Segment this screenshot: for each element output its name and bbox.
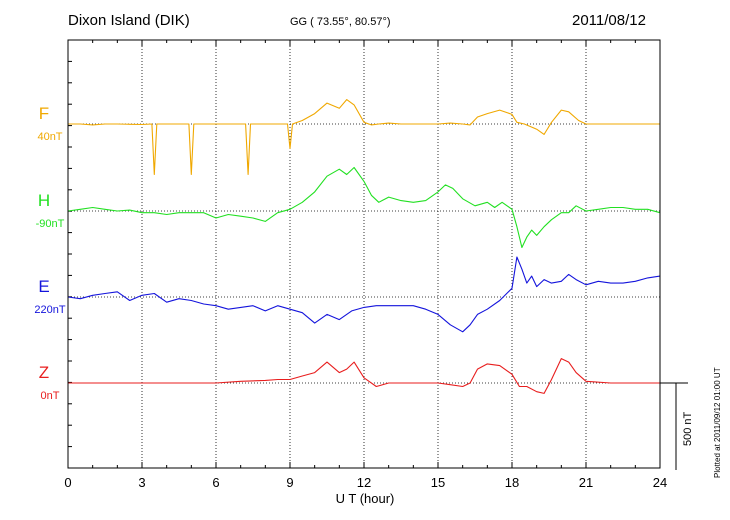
x-axis-ticks: 0 3 6 9 12 15 18 21 24 xyxy=(64,40,667,490)
channel-letter-Z: Z xyxy=(39,363,49,382)
scale-bar-label: 500 nT xyxy=(682,411,694,446)
x-tick-label-9: 9 xyxy=(286,475,293,490)
x-tick-label-15: 15 xyxy=(431,475,445,490)
x-tick-label-0: 0 xyxy=(64,475,71,490)
series-line-E xyxy=(67,256,661,333)
channel-labels: F 40nT H -90nT E 220nT Z 0nT xyxy=(34,104,65,402)
geographic-coordinates: GG ( 73.55°, 80.57°) xyxy=(290,16,391,28)
channel-letter-F: F xyxy=(39,104,49,123)
x-tick-label-6: 6 xyxy=(212,475,219,490)
x-axis-label: U T (hour) xyxy=(336,491,395,506)
series-line-F xyxy=(68,99,660,176)
channel-letter-E: E xyxy=(38,277,49,296)
x-tick-label-12: 12 xyxy=(357,475,371,490)
x-tick-label-3: 3 xyxy=(138,475,145,490)
series-line-Z xyxy=(68,358,660,394)
series-line-H xyxy=(67,166,661,249)
grid-lines xyxy=(68,39,587,469)
channel-baseline-label-H: -90nT xyxy=(36,218,65,230)
x-tick-label-18: 18 xyxy=(505,475,519,490)
x-tick-label-24: 24 xyxy=(653,475,667,490)
series-lines xyxy=(67,99,661,394)
channel-baseline-label-F: 40nT xyxy=(37,131,62,143)
channel-baseline-label-Z: 0nT xyxy=(41,390,60,402)
station-title: Dixon Island (DIK) xyxy=(68,12,190,29)
channel-letter-H: H xyxy=(38,191,50,210)
x-tick-label-21: 21 xyxy=(579,475,593,490)
scale-bar: 500 nT xyxy=(660,382,694,470)
channel-baseline-label-E: 220nT xyxy=(34,304,65,316)
date-label: 2011/08/12 xyxy=(572,12,646,29)
